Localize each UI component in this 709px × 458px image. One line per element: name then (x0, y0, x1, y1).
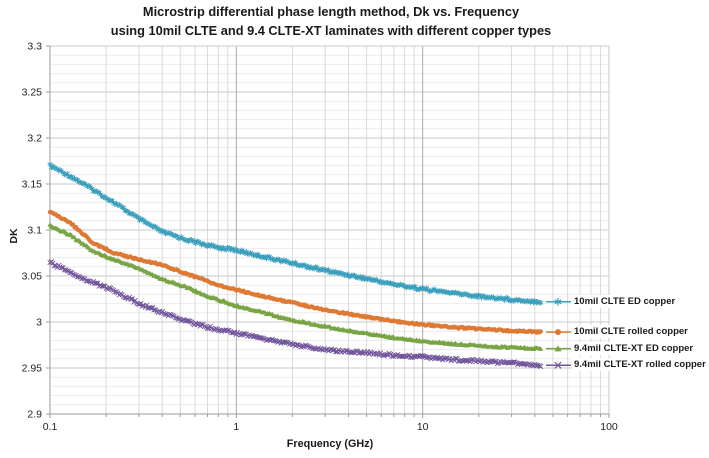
x-axis-label: Frequency (GHz) (286, 438, 374, 450)
y-tick-label: 3.1 (27, 225, 42, 237)
y-tick-label: 3.05 (22, 271, 43, 283)
x-tick-label: 10 (417, 421, 429, 433)
y-tick-label: 3.25 (22, 87, 43, 99)
y-tick-label: 3.2 (27, 133, 42, 145)
chart-title-line2: using 10mil CLTE and 9.4 CLTE-XT laminat… (110, 22, 552, 38)
y-tick-label: 3 (36, 317, 42, 329)
x-tick-label: 0.1 (43, 421, 58, 433)
y-tick-label: 3.3 (27, 41, 42, 53)
series-markers-3 (47, 259, 544, 370)
legend-marker-3-icon (554, 361, 562, 369)
legend-label-series-1: 10mil CLTE rolled copper (572, 325, 690, 339)
x-tick-label: 1 (233, 421, 239, 433)
x-tick-label: 100 (600, 421, 618, 433)
series-markers-1 (47, 209, 543, 335)
series-line-3 (49, 260, 541, 368)
legend-label-series-2: 9.4mil CLTE-XT ED copper (572, 341, 696, 355)
y-tick-label: 3.15 (22, 179, 43, 191)
chart-title-line1: Microstrip differential phase length met… (142, 4, 520, 19)
chart-title: Microstrip differential phase length met… (0, 3, 662, 40)
legend-marker-2-icon (554, 345, 562, 352)
legend-marker-0-icon (554, 298, 562, 306)
y-tick-label: 2.95 (22, 363, 43, 375)
series-markers-0 (47, 161, 544, 306)
y-tick-label: 2.9 (27, 409, 42, 421)
legend-label-series-3: 9.4mil CLTE-XT rolled copper (572, 358, 708, 372)
series-line-0 (49, 163, 541, 304)
legend-label-series-0: 10mil CLTE ED copper (572, 294, 678, 308)
